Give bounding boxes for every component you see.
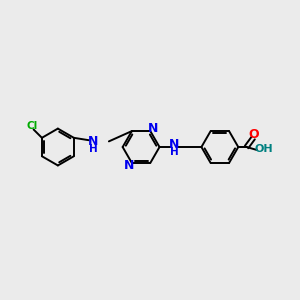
Text: N: N: [148, 122, 158, 135]
Text: O: O: [248, 128, 259, 141]
Text: OH: OH: [254, 144, 273, 154]
Text: N: N: [169, 138, 180, 151]
Text: H: H: [170, 147, 179, 157]
Text: Cl: Cl: [27, 121, 38, 131]
Text: H: H: [89, 143, 98, 154]
Text: N: N: [88, 135, 99, 148]
Text: N: N: [124, 159, 135, 172]
